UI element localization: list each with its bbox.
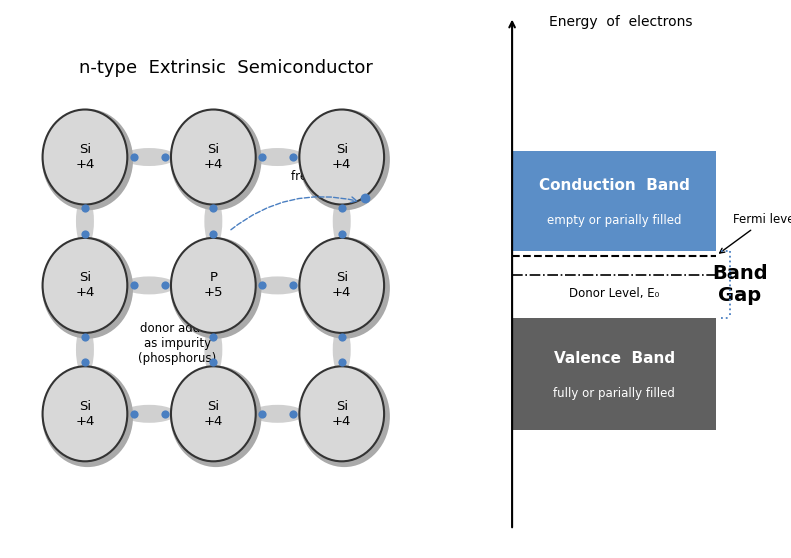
FancyBboxPatch shape — [512, 151, 716, 251]
Text: Band
Gap: Band Gap — [712, 264, 768, 305]
Point — [207, 229, 220, 238]
FancyArrowPatch shape — [231, 197, 357, 230]
Point — [127, 410, 140, 418]
Point — [286, 152, 299, 161]
Ellipse shape — [204, 323, 222, 377]
Text: Si
+4: Si +4 — [332, 143, 351, 171]
Ellipse shape — [76, 323, 94, 377]
Ellipse shape — [171, 238, 255, 333]
Point — [158, 281, 171, 290]
Ellipse shape — [251, 405, 305, 423]
Ellipse shape — [171, 366, 255, 461]
Point — [207, 333, 220, 341]
Text: Donor Level, E₀: Donor Level, E₀ — [569, 287, 659, 300]
Text: Conduction  Band: Conduction Band — [539, 178, 690, 193]
Text: Energy  of  electrons: Energy of electrons — [549, 15, 693, 30]
Text: Si
+4: Si +4 — [75, 400, 95, 428]
Text: free electron: free electron — [291, 170, 367, 182]
Point — [255, 410, 268, 418]
Ellipse shape — [42, 109, 133, 210]
Ellipse shape — [299, 365, 390, 467]
Point — [158, 410, 171, 418]
Ellipse shape — [299, 238, 384, 333]
Point — [335, 358, 348, 367]
Text: Valence  Band: Valence Band — [554, 351, 675, 365]
Ellipse shape — [170, 109, 262, 210]
Ellipse shape — [76, 194, 94, 248]
Point — [335, 204, 348, 213]
Point — [207, 358, 220, 367]
Ellipse shape — [299, 109, 384, 205]
Ellipse shape — [170, 237, 262, 339]
Text: Si
+4: Si +4 — [332, 400, 351, 428]
Text: donor added
as impurity
(phosphorus): donor added as impurity (phosphorus) — [138, 322, 217, 365]
Text: Si
+4: Si +4 — [75, 271, 95, 300]
Ellipse shape — [299, 366, 384, 461]
Ellipse shape — [333, 323, 350, 377]
Point — [127, 152, 140, 161]
Point — [335, 333, 348, 341]
Ellipse shape — [251, 148, 305, 166]
Point — [127, 281, 140, 290]
Point — [358, 194, 371, 203]
Ellipse shape — [122, 148, 176, 166]
Text: empty or parially filled: empty or parially filled — [547, 214, 681, 227]
Point — [255, 281, 268, 290]
Point — [78, 204, 91, 213]
Text: Si
+4: Si +4 — [75, 143, 95, 171]
Ellipse shape — [43, 109, 127, 205]
Text: Si
+4: Si +4 — [332, 271, 351, 300]
Point — [158, 152, 171, 161]
Point — [78, 229, 91, 238]
Ellipse shape — [42, 365, 133, 467]
Ellipse shape — [251, 276, 305, 295]
Ellipse shape — [43, 366, 127, 461]
Ellipse shape — [333, 194, 350, 248]
FancyBboxPatch shape — [512, 318, 716, 430]
Point — [78, 333, 91, 341]
Point — [335, 229, 348, 238]
Point — [255, 152, 268, 161]
Ellipse shape — [299, 109, 390, 210]
Point — [286, 281, 299, 290]
Ellipse shape — [122, 276, 176, 295]
Point — [286, 410, 299, 418]
Text: Si
+4: Si +4 — [203, 400, 223, 428]
Text: fully or parially filled: fully or parially filled — [553, 387, 675, 400]
Text: Si
+4: Si +4 — [203, 143, 223, 171]
Point — [78, 358, 91, 367]
Ellipse shape — [299, 237, 390, 339]
Ellipse shape — [43, 238, 127, 333]
Ellipse shape — [42, 237, 133, 339]
Text: n-type  Extrinsic  Semiconductor: n-type Extrinsic Semiconductor — [79, 59, 373, 78]
Ellipse shape — [204, 194, 222, 248]
Ellipse shape — [122, 405, 176, 423]
Text: Fermi level: Fermi level — [720, 213, 791, 253]
Text: P
+5: P +5 — [203, 271, 223, 300]
Ellipse shape — [171, 109, 255, 205]
Point — [207, 204, 220, 213]
Ellipse shape — [170, 365, 262, 467]
